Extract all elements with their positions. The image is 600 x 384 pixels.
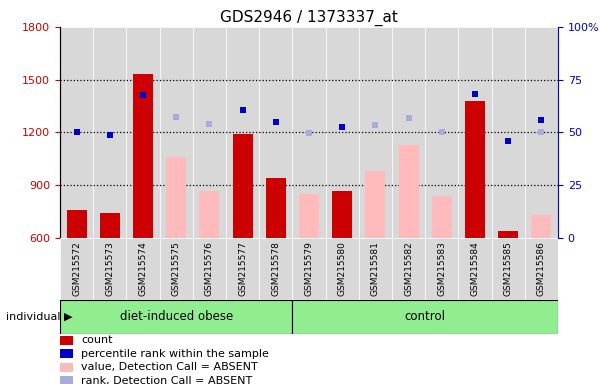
Bar: [491, 238, 525, 300]
Text: control: control: [405, 310, 446, 323]
Bar: [326, 238, 359, 300]
Bar: [458, 27, 491, 238]
Bar: [199, 190, 220, 238]
Text: diet-induced obese: diet-induced obese: [119, 310, 233, 323]
Bar: [359, 238, 392, 300]
Text: GSM215576: GSM215576: [205, 241, 214, 296]
Bar: [100, 214, 120, 238]
Title: GDS2946 / 1373337_at: GDS2946 / 1373337_at: [220, 9, 398, 25]
Bar: [226, 27, 259, 238]
Bar: [359, 27, 392, 238]
Bar: [392, 238, 425, 300]
Text: GSM215582: GSM215582: [404, 241, 413, 296]
Bar: [425, 238, 458, 300]
Bar: [326, 27, 359, 238]
Bar: [193, 27, 226, 238]
Bar: [193, 238, 226, 300]
Text: GSM215573: GSM215573: [106, 241, 114, 296]
Text: GSM215584: GSM215584: [470, 241, 479, 296]
Bar: [259, 27, 292, 238]
Bar: [525, 238, 558, 300]
Bar: [365, 171, 385, 238]
Bar: [67, 210, 86, 238]
Bar: [60, 300, 292, 334]
Text: GSM215585: GSM215585: [504, 241, 513, 296]
Bar: [398, 145, 419, 238]
Text: rank, Detection Call = ABSENT: rank, Detection Call = ABSENT: [81, 376, 253, 384]
Bar: [292, 300, 558, 334]
Bar: [93, 238, 127, 300]
Text: GSM215575: GSM215575: [172, 241, 181, 296]
Bar: [166, 157, 186, 238]
Text: GSM215572: GSM215572: [72, 241, 81, 296]
Text: GSM215581: GSM215581: [371, 241, 380, 296]
Bar: [133, 74, 153, 238]
Bar: [60, 349, 73, 358]
Bar: [458, 238, 491, 300]
Bar: [60, 336, 73, 344]
Bar: [266, 178, 286, 238]
Bar: [425, 27, 458, 238]
Bar: [160, 27, 193, 238]
Bar: [299, 194, 319, 238]
Bar: [292, 27, 326, 238]
Bar: [93, 27, 127, 238]
Text: value, Detection Call = ABSENT: value, Detection Call = ABSENT: [81, 362, 258, 372]
Bar: [491, 27, 525, 238]
Bar: [498, 231, 518, 238]
Bar: [60, 27, 93, 238]
Text: GSM215579: GSM215579: [305, 241, 314, 296]
Bar: [199, 190, 220, 238]
Bar: [127, 238, 160, 300]
Bar: [226, 238, 259, 300]
Bar: [465, 101, 485, 238]
Text: percentile rank within the sample: percentile rank within the sample: [81, 349, 269, 359]
Text: GSM215580: GSM215580: [338, 241, 347, 296]
Bar: [60, 362, 73, 372]
Bar: [432, 196, 452, 238]
Bar: [60, 238, 93, 300]
Bar: [292, 238, 326, 300]
Bar: [160, 238, 193, 300]
Bar: [525, 27, 558, 238]
Text: GSM215574: GSM215574: [139, 241, 148, 296]
Bar: [532, 215, 551, 238]
Text: GSM215586: GSM215586: [537, 241, 546, 296]
Bar: [392, 27, 425, 238]
Bar: [259, 238, 292, 300]
Text: GSM215583: GSM215583: [437, 241, 446, 296]
Text: count: count: [81, 335, 113, 345]
Bar: [60, 376, 73, 384]
Text: GSM215577: GSM215577: [238, 241, 247, 296]
Text: GSM215578: GSM215578: [271, 241, 280, 296]
Bar: [127, 27, 160, 238]
Bar: [332, 190, 352, 238]
Text: individual ▶: individual ▶: [6, 312, 73, 322]
Bar: [233, 134, 253, 238]
